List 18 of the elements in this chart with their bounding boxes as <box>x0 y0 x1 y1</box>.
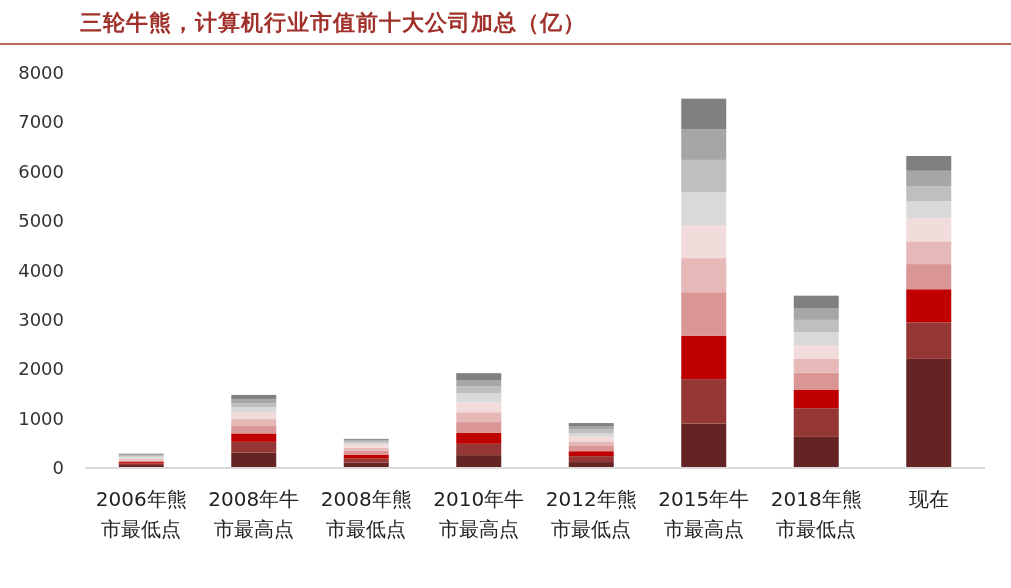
x-tick-label: 2018年熊市最低点 <box>769 486 863 543</box>
x-tick-label: 2006年熊市最低点 <box>94 486 188 543</box>
x-tick-label: 现在 <box>907 486 950 513</box>
y-tick-label: 5000 <box>18 210 64 232</box>
y-tick-label: 7000 <box>18 111 64 133</box>
y-tick-label: 6000 <box>18 160 64 182</box>
y-tick-label: 4000 <box>18 259 64 281</box>
x-tick-label: 2010年牛市最高点 <box>432 486 526 543</box>
y-tick-label: 2000 <box>18 358 64 380</box>
y-tick-label: 8000 <box>18 62 64 83</box>
y-tick-label: 3000 <box>18 308 64 330</box>
chart-title: 三轮牛熊，计算机行业市值前十大公司加总（亿） <box>80 9 586 37</box>
y-tick-label: 1000 <box>18 407 64 429</box>
x-tick-label: 2012年熊市最低点 <box>544 486 638 543</box>
y-tick-label: 0 <box>52 457 64 478</box>
x-tick-label: 2015年牛市最高点 <box>657 486 751 543</box>
x-tick-label: 2008年牛市最高点 <box>207 486 301 543</box>
x-tick-label: 2008年熊市最低点 <box>319 486 413 543</box>
